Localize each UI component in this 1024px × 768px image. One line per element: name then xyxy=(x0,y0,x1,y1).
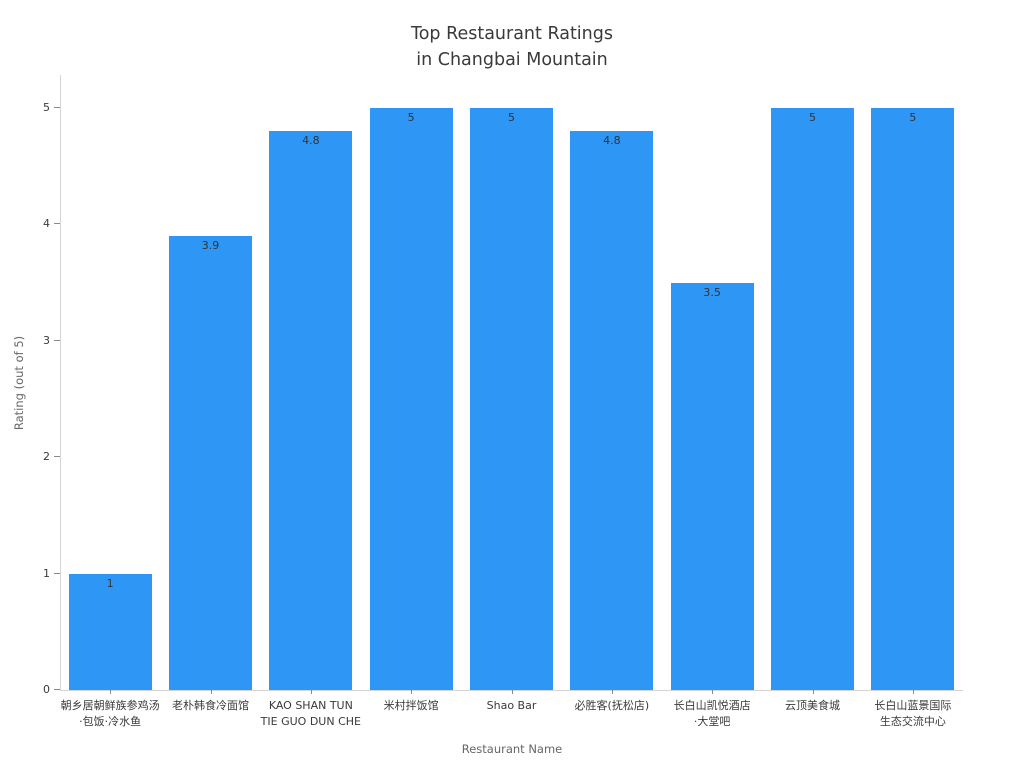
x-tick-mark xyxy=(210,690,212,694)
y-tick-mark xyxy=(54,339,60,341)
bar: 5 xyxy=(771,108,854,690)
x-tick-label-line: 长白山蓝景国际 xyxy=(874,699,952,712)
bar-value-label: 3.9 xyxy=(201,239,220,253)
x-tick-mark xyxy=(611,690,613,694)
x-tick-label-line: 米村拌饭馆 xyxy=(383,699,439,712)
x-tick-label-line: ·大堂吧 xyxy=(693,714,731,728)
x-tick-label: 长白山凯悦酒店 ·大堂吧 xyxy=(674,698,751,729)
x-tick-label: 必胜客(抚松店) xyxy=(575,698,650,714)
bar: 1 xyxy=(68,573,152,690)
x-tick-label-line: 老朴韩食冷面馆 xyxy=(172,699,249,712)
x-tick-label-line: 生态交流中心 xyxy=(879,714,946,728)
bar: 4.8 xyxy=(269,131,353,690)
y-tick-label: 3 xyxy=(43,333,50,347)
y-tick-mark xyxy=(54,689,60,690)
bar-value-label: 4.8 xyxy=(603,134,621,148)
x-tick-label-line: KAO SHAN TUN xyxy=(268,699,353,712)
x-tick-label-line: 长白山凯悦酒店 xyxy=(673,699,751,712)
y-tick-label: 0 xyxy=(43,683,50,696)
bar-value-label: 5 xyxy=(909,111,917,124)
y-tick-label: 5 xyxy=(43,101,50,114)
chart-title-line-1: Top Restaurant Ratings xyxy=(410,24,613,44)
y-tick-mark xyxy=(54,223,60,225)
x-tick-mark xyxy=(110,690,112,694)
x-tick-label: KAO SHAN TUN TIE GUO DUN CHE xyxy=(261,698,361,729)
bar: 5 xyxy=(871,108,955,690)
y-tick-label: 4 xyxy=(43,217,50,231)
x-tick-label: 长白山蓝景国际 生态交流中心 xyxy=(874,698,951,729)
y-tick-mark xyxy=(54,107,60,108)
bar-value-label: 5 xyxy=(809,111,816,124)
x-tick-label-line: 云顶美食城 xyxy=(785,699,840,712)
x-tick-mark xyxy=(812,690,814,694)
y-axis-spine xyxy=(60,75,61,690)
x-tick-mark xyxy=(712,690,714,694)
x-tick-mark xyxy=(912,690,914,694)
bar-value-label: 5 xyxy=(508,111,515,124)
bar-value-label: 4.8 xyxy=(302,134,320,148)
chart-title-line-2: in Changbai Mountain xyxy=(416,50,608,70)
bar-value-label: 5 xyxy=(407,111,415,124)
bar-value-label: 3.5 xyxy=(703,285,721,299)
x-tick-label-line: Shao Bar xyxy=(486,699,537,712)
bar: 5 xyxy=(470,108,553,690)
x-tick-label: 米村拌饭馆 xyxy=(384,698,439,714)
bar: 3.9 xyxy=(169,236,252,690)
x-tick-label: 老朴韩食冷面馆 xyxy=(172,698,249,714)
bar-value-label: 1 xyxy=(106,576,114,590)
x-tick-label: 朝乡居朝鲜族参鸡汤 ·包饭·冷水鱼 xyxy=(61,698,160,729)
bar: 3.5 xyxy=(670,282,754,690)
x-axis-title: Restaurant Name xyxy=(461,742,563,756)
bar: 4.8 xyxy=(570,131,654,690)
x-tick-label-line: 朝乡居朝鲜族参鸡汤 xyxy=(60,699,160,712)
chart-title: Top Restaurant Ratings in Changbai Mount… xyxy=(0,21,1024,73)
x-tick-label-line: ·包饭·冷水鱼 xyxy=(79,714,142,728)
x-tick-label-line: 必胜客(抚松店) xyxy=(574,699,650,712)
x-tick-mark xyxy=(511,690,513,694)
y-axis-title: Rating (out of 5) xyxy=(12,335,26,431)
x-tick-label: Shao Bar xyxy=(487,698,537,714)
y-tick-label: 1 xyxy=(43,566,50,580)
x-tick-mark xyxy=(411,690,413,694)
y-tick-mark xyxy=(54,456,60,458)
bar: 5 xyxy=(369,108,453,690)
y-tick-mark xyxy=(54,572,60,574)
x-tick-label: 云顶美食城 xyxy=(785,698,840,714)
x-tick-label-line: TIE GUO DUN CHE xyxy=(260,714,361,728)
x-tick-mark xyxy=(310,690,312,694)
y-tick-label: 2 xyxy=(43,450,50,464)
plot-area: 0 1 2 3 4 5 1 朝乡居朝鲜族参鸡汤 ·包饭·冷水鱼 3.9 老朴韩食冷面馆 4.8 KAO … xyxy=(43,75,963,728)
